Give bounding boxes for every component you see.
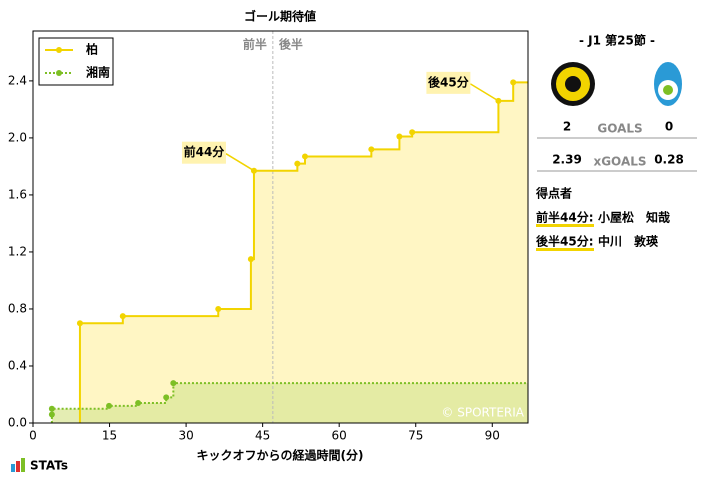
goals-label: GOALS [597, 122, 642, 136]
half-label: 前半 [243, 37, 267, 52]
point [294, 160, 301, 167]
x-axis-label: キックオフからの経過時間(分) [197, 448, 364, 463]
annotation: 後45分 [428, 74, 469, 89]
home-logo [551, 62, 595, 106]
half-label: 後半 [279, 37, 303, 52]
legend-label: 湘南 [86, 65, 110, 80]
stats-logo: STATs [11, 458, 68, 473]
annotation-arrow [470, 83, 499, 102]
scorers-title: 得点者 [535, 186, 572, 201]
home-goals: 2 [563, 120, 571, 134]
scorer-time: 後半45分: [536, 234, 594, 249]
point [48, 405, 55, 412]
point [135, 400, 142, 407]
y-tick-label: 1.6 [8, 187, 27, 201]
point [409, 129, 416, 136]
y-tick-label: 0.0 [8, 416, 27, 430]
watermark: © SPORTERIA [441, 406, 524, 420]
chart-title: ゴール期待値 [244, 9, 316, 24]
underline [536, 248, 594, 251]
xg-label: xGOALS [593, 155, 646, 169]
point [170, 380, 177, 387]
away-xg: 0.28 [654, 153, 684, 167]
x-tick-label: 30 [178, 429, 193, 443]
legend-marker [56, 70, 62, 76]
x-tick-label: 0 [29, 429, 37, 443]
scorer-name: 小屋松 知哉 [598, 210, 670, 225]
annotation-box [426, 71, 471, 94]
annotation-box [181, 141, 226, 164]
area-fill [79, 82, 528, 424]
scorer-time: 前半44分: [536, 210, 594, 225]
point [106, 402, 113, 409]
side-panel: - J1 第25節 - 2 GOALS 0 2.39 xGOALS 0.28 得… [535, 33, 697, 251]
round: - J1 第25節 - [579, 33, 655, 48]
point [215, 305, 222, 312]
point [48, 411, 55, 418]
annotation: 前44分 [184, 144, 225, 159]
legend-label: 柏 [86, 42, 98, 57]
home-xg: 2.39 [552, 153, 582, 167]
x-tick-label: 75 [408, 429, 423, 443]
legend-box [38, 37, 114, 86]
away-logo [654, 62, 682, 106]
point [247, 256, 254, 263]
point [368, 146, 375, 153]
point [301, 153, 308, 160]
area-fill [51, 383, 529, 423]
away-goals: 0 [665, 120, 673, 134]
annotation-arrow [225, 153, 255, 172]
plot-frame [32, 30, 529, 424]
underline [536, 224, 594, 227]
x-tick-label: 90 [485, 429, 500, 443]
step-line [78, 81, 528, 423]
y-tick-label: 1.2 [8, 244, 27, 258]
point [510, 79, 517, 86]
point [396, 133, 403, 140]
point [163, 394, 170, 401]
y-tick-label: 2.4 [8, 73, 27, 87]
logo-text: STATs [30, 459, 68, 473]
legend-marker [56, 47, 62, 53]
x-tick-label: 15 [102, 429, 117, 443]
x-tick-label: 45 [255, 429, 270, 443]
point [76, 320, 83, 327]
y-tick-label: 2.0 [8, 130, 27, 144]
scorer-name: 中川 敦瑛 [598, 234, 659, 249]
point [119, 313, 126, 320]
y-tick-label: 0.8 [8, 301, 27, 315]
x-tick-label: 60 [332, 429, 347, 443]
y-tick-label: 0.4 [8, 358, 27, 372]
